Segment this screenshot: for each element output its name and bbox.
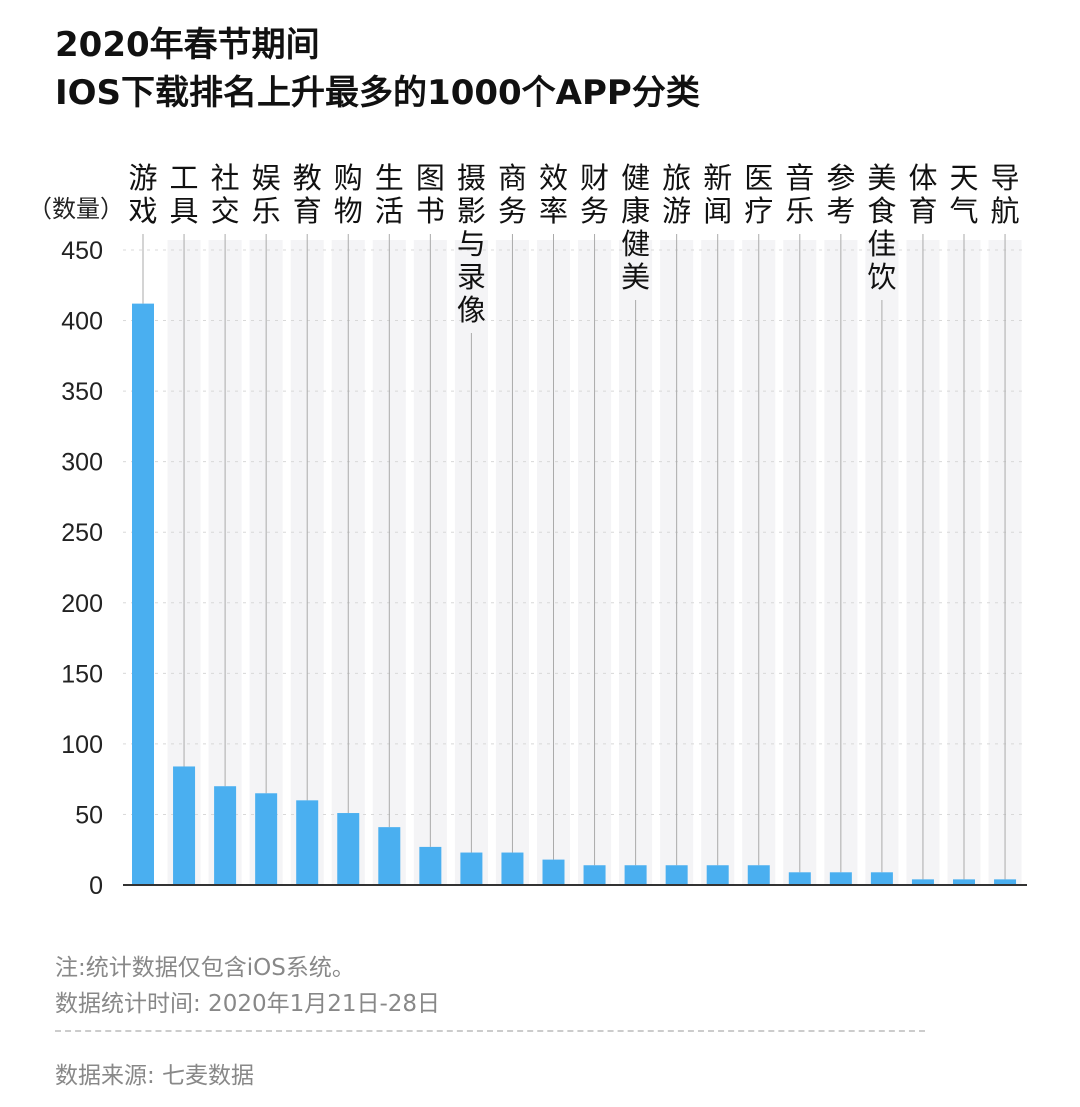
bar <box>419 846 442 885</box>
x-category-label: 健康健美 <box>621 161 650 294</box>
x-category-label: 财务 <box>580 161 609 228</box>
bar <box>583 865 606 885</box>
x-category-label: 摄影与录像 <box>457 161 486 327</box>
bar <box>255 793 278 885</box>
y-tick-label: 350 <box>61 378 103 406</box>
bar <box>829 872 852 885</box>
note-date-range: 数据统计时间: 2020年1月21日-28日 <box>55 991 441 1017</box>
x-category-label: 音乐 <box>785 161 814 228</box>
data-source: 数据来源: 七麦数据 <box>55 1063 255 1089</box>
x-category-label: 教育 <box>293 161 322 228</box>
bar <box>788 872 811 885</box>
bar <box>296 800 319 885</box>
chart-title-line-1: 2020年春节期间 <box>55 25 320 65</box>
bar <box>870 872 893 885</box>
y-tick-label: 200 <box>61 590 103 618</box>
chart-title-line-2: IOS下载排名上升最多的1000个APP分类 <box>55 73 700 113</box>
x-category-label: 购物 <box>334 161 363 228</box>
y-tick-label: 50 <box>75 801 103 829</box>
x-category-label: 天气 <box>949 161 978 228</box>
bar <box>173 766 196 885</box>
x-category-label: 商务 <box>498 161 527 228</box>
bar <box>460 852 483 885</box>
y-tick-label: 300 <box>61 449 103 477</box>
x-category-label: 效率 <box>539 161 568 228</box>
bar <box>665 865 688 885</box>
divider <box>55 1030 925 1032</box>
bar <box>214 786 237 885</box>
x-category-label: 生活 <box>375 161 404 228</box>
x-category-label: 参考 <box>826 161 855 228</box>
y-tick-label: 100 <box>61 731 103 759</box>
bar <box>542 859 565 885</box>
y-tick-label: 450 <box>61 237 103 265</box>
bar <box>911 879 934 885</box>
x-category-label: 社交 <box>211 161 240 228</box>
x-category-label: 旅游 <box>662 161 691 228</box>
x-category-label: 美食佳饮 <box>867 161 896 294</box>
bar <box>378 827 401 885</box>
x-category-label: 游戏 <box>128 161 157 228</box>
bar <box>132 303 154 886</box>
bar <box>747 865 770 885</box>
y-tick-label: 250 <box>61 519 103 547</box>
x-category-label: 新闻 <box>703 161 732 228</box>
x-category-label: 工具 <box>170 161 199 228</box>
x-category-label: 导航 <box>991 161 1020 228</box>
bar <box>994 879 1017 885</box>
bar <box>501 852 524 885</box>
y-axis-label: （数量） <box>28 195 124 223</box>
bar <box>706 865 729 885</box>
x-category-label: 医疗 <box>744 161 773 228</box>
y-tick-label: 150 <box>61 660 103 688</box>
y-tick-label: 400 <box>61 308 103 336</box>
bar <box>953 879 975 885</box>
bar <box>337 813 360 885</box>
x-category-label: 图书 <box>416 161 445 228</box>
y-tick-label: 0 <box>89 872 103 900</box>
x-category-label: 娱乐 <box>252 161 281 228</box>
note-ios-only: 注:统计数据仅包含iOS系统。 <box>55 955 355 981</box>
bar <box>624 865 647 885</box>
x-category-label: 体育 <box>908 161 937 228</box>
